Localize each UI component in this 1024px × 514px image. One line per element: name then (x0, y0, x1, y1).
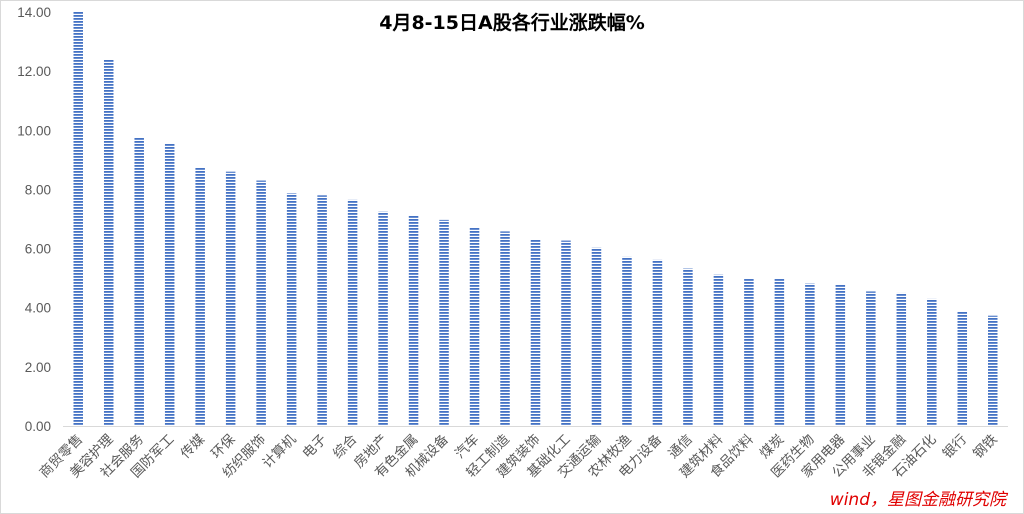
y-tick-label: 0.00 (25, 419, 51, 434)
chart-title: 4月8-15日A股各行业涨跌幅% (379, 12, 645, 34)
bar (774, 279, 785, 426)
x-tick-label: 计算机 (260, 431, 300, 471)
x-tick-label: 传媒 (178, 431, 209, 462)
bar (256, 180, 266, 426)
bar (500, 231, 510, 426)
bar (378, 211, 388, 426)
bar (896, 292, 907, 426)
bar (225, 171, 236, 426)
bar (286, 193, 297, 426)
source-note: wind，星图金融研究院 (829, 490, 1006, 510)
x-tick-label: 银行 (940, 432, 970, 462)
bar (713, 274, 724, 426)
x-tick-label: 钢铁 (970, 431, 1001, 462)
bar (164, 143, 175, 427)
bar (988, 315, 998, 426)
bar (957, 311, 968, 426)
y-tick-label: 2.00 (25, 360, 51, 375)
bar (835, 284, 846, 426)
bar (744, 279, 754, 426)
bar (195, 167, 205, 426)
y-tick-label: 12.00 (17, 64, 51, 79)
bar (622, 256, 632, 426)
bar (347, 199, 358, 426)
bar (317, 195, 327, 426)
bar (927, 298, 937, 426)
y-tick-label: 10.00 (17, 123, 51, 138)
bar (591, 247, 602, 426)
bar (652, 259, 663, 426)
bar (530, 239, 541, 426)
x-tick-label: 电子 (300, 432, 330, 462)
bar (805, 283, 815, 426)
bar (683, 268, 693, 426)
bar (103, 59, 114, 427)
y-axis: 0.00 2.00 4.00 6.00 8.00 10.00 12.00 14.00 (17, 5, 51, 434)
bar (408, 215, 419, 426)
bar (73, 12, 83, 426)
y-tick-label: 8.00 (25, 182, 51, 197)
bar (439, 219, 449, 426)
bar (469, 227, 480, 426)
y-tick-label: 4.00 (25, 301, 51, 316)
bar (134, 137, 144, 426)
y-tick-label: 6.00 (25, 242, 51, 257)
bar (866, 291, 876, 426)
y-tick-label: 14.00 (17, 5, 51, 20)
bars (73, 12, 998, 427)
bar (561, 240, 571, 426)
